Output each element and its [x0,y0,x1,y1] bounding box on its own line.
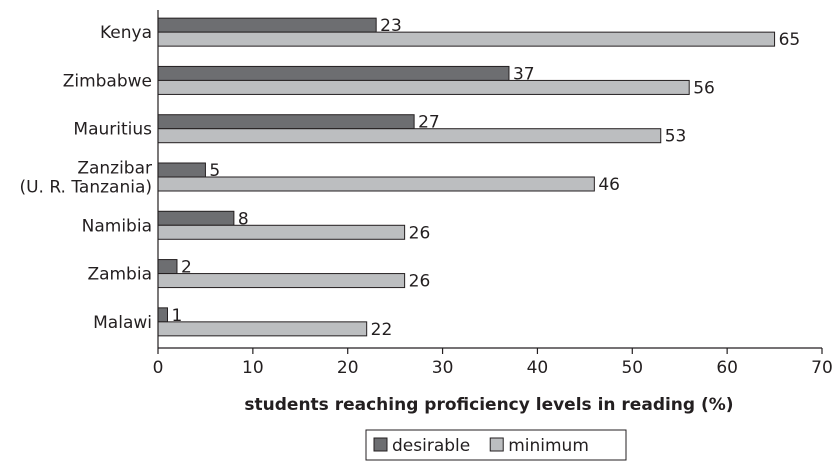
bar-minimum-4 [157,224,406,240]
category-label-0: Kenya [100,23,152,43]
legend-swatch-minimum [489,437,504,452]
bar-desirable-0 [157,17,377,33]
x-tick-label-1: 10 [242,358,264,378]
data-label-desirable-2: 27 [418,113,440,133]
legend-swatch-desirable [373,437,388,452]
data-label-desirable-4: 8 [238,209,249,229]
x-axis-label: students reaching proficiency levels in … [244,395,733,415]
x-axis: 0 10 20 30 40 50 60 70 [153,10,833,378]
data-label-minimum-4: 26 [409,223,431,243]
category-label-3-line-0: Zanzibar [77,159,152,179]
legend: desirable minimum [365,429,627,461]
x-tick-label-3: 30 [432,358,454,378]
bar-minimum-0 [157,31,776,47]
bars-group [157,17,776,337]
category-labels: Kenya Zimbabwe Mauritius Zanzibar(U. R. Tan… [19,23,152,333]
data-label-desirable-6: 1 [171,306,182,326]
category-label-1: Zimbabwe [63,71,152,91]
x-tick-label-4: 40 [527,358,549,378]
data-label-desirable-1: 37 [513,64,535,84]
x-tick-label-5: 50 [621,358,643,378]
data-label-minimum-6: 22 [371,320,393,340]
category-label-3-line-1: (U. R. Tanzania) [19,178,152,198]
bar-desirable-4 [157,210,235,226]
data-label-minimum-5: 26 [409,272,431,292]
bar-minimum-1 [157,79,690,95]
data-label-minimum-1: 56 [693,78,715,98]
data-label-desirable-3: 5 [209,161,220,181]
bar-desirable-1 [157,65,510,81]
bar-desirable-3 [157,162,206,178]
x-tick-label-7: 70 [811,358,833,378]
data-label-minimum-3: 46 [598,175,620,195]
data-label-minimum-0: 65 [779,30,801,50]
bar-minimum-6 [157,321,368,337]
category-label-4: Namibia [82,216,152,236]
bar-desirable-5 [157,259,178,275]
category-label-2: Mauritius [73,120,152,140]
category-label-6: Malawi [93,313,152,333]
data-label-minimum-2: 53 [665,127,687,147]
data-labels: 23 65 37 56 27 53 5 46 8 26 2 26 1 22 [171,16,800,340]
bar-minimum-2 [157,128,662,144]
bar-minimum-5 [157,273,406,289]
x-tick-label-6: 60 [716,358,738,378]
legend-label-desirable: desirable [392,436,470,456]
legend-label-minimum: minimum [508,436,589,456]
x-tick-label-0: 0 [153,358,164,378]
bar-desirable-2 [157,114,415,130]
category-label-5: Zambia [87,265,152,285]
data-label-desirable-5: 2 [181,258,192,278]
data-label-desirable-0: 23 [380,16,402,36]
bar-desirable-6 [157,307,168,323]
bar-minimum-3 [157,176,595,192]
x-tick-label-2: 20 [337,358,359,378]
